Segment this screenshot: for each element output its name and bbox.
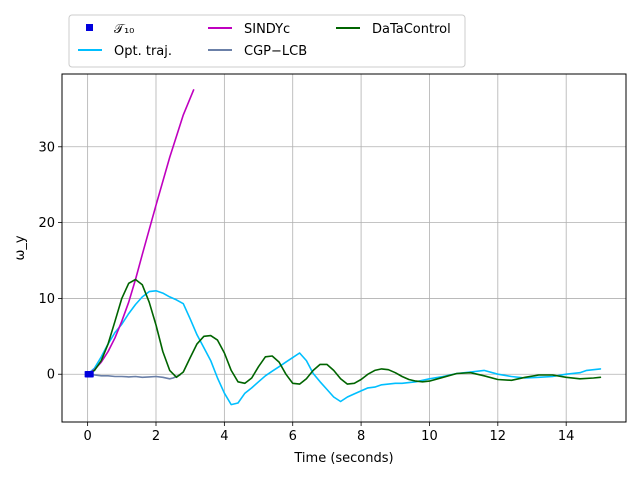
legend: 𝒯₁₀ Opt. traj. SINDYc CGP−LCB DaTaControl [68,14,466,68]
legend-label: Opt. traj. [114,44,172,59]
x-tick-label: 8 [357,429,365,444]
plot-frame [61,73,627,423]
series-layer [84,89,602,406]
data-point-marker [87,371,94,378]
grid-lines [62,74,626,422]
y-tick-label: 10 [38,292,55,307]
y-tick-label: 20 [38,216,55,231]
series-line-sindyc [86,89,195,376]
y-tick-label: 30 [38,140,55,155]
y-tick-label: 0 [47,368,55,383]
x-tick-label: 10 [421,429,438,444]
legend-label: DaTaControl [372,22,451,37]
series-line-datacontrol [86,278,602,385]
y-axis-label: ω_y [13,235,28,260]
x-tick-label: 0 [83,429,91,444]
series-line-opt-traj [86,289,602,406]
legend-box [68,14,466,68]
x-tick-label: 6 [289,429,297,444]
x-tick-label: 2 [152,429,160,444]
x-tick-label: 14 [558,429,575,444]
legend-label: 𝒯₁₀ [114,22,134,37]
x-axis-label: Time (seconds) [293,451,393,466]
x-tick-label: 4 [220,429,228,444]
axis-ticks: 0 2 4 6 8 10 12 14 0 10 20 30 [38,140,574,444]
legend-label: SINDYc [244,22,290,37]
series-line-cgp-lcb [86,373,181,380]
legend-marker [86,24,93,31]
legend-label: CGP−LCB [244,44,307,59]
x-tick-label: 12 [490,429,507,444]
